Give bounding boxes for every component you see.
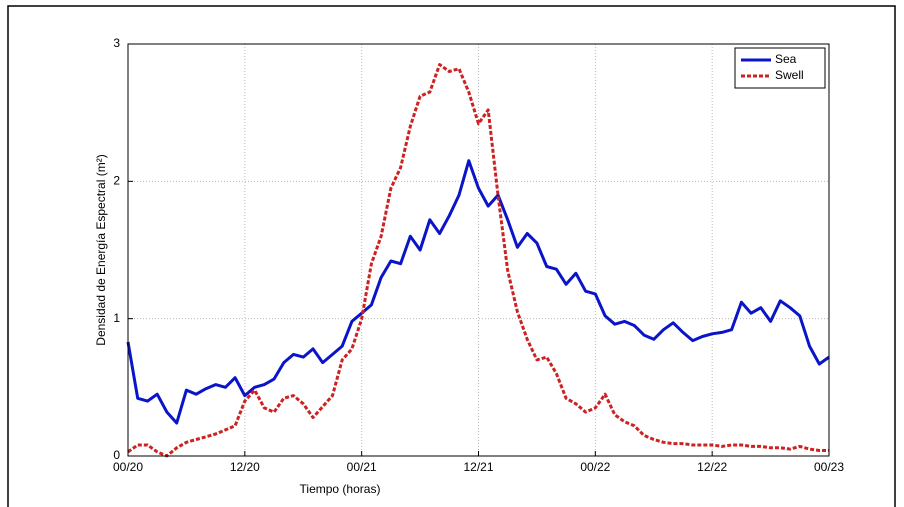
- x-tick-label: 00/22: [580, 460, 610, 474]
- series-line: [126, 159, 830, 425]
- y-axis-label: Densidad de Energía Espectral (m²): [94, 154, 108, 345]
- x-tick-label: 00/21: [347, 460, 377, 474]
- series-line: [127, 63, 829, 458]
- x-tick-label: 12/22: [697, 460, 727, 474]
- x-tick-label: 12/21: [463, 460, 493, 474]
- plot-border: [127, 43, 830, 457]
- x-tick-label: 00/23: [814, 460, 844, 474]
- x-tick-label: 12/20: [230, 460, 260, 474]
- y-tick-label: 2: [113, 174, 120, 188]
- y-tick-label: 1: [113, 311, 120, 325]
- y-tick-label: 0: [113, 448, 120, 462]
- legend-label: Sea: [775, 52, 797, 66]
- legend-box: [734, 47, 826, 89]
- x-axis-label: Tiempo (horas): [300, 482, 381, 496]
- frame: [7, 5, 896, 507]
- legend-label: Swell: [775, 68, 804, 82]
- plot-background: [128, 44, 829, 456]
- x-tick-label: 00/20: [113, 460, 143, 474]
- y-tick-label: 3: [113, 36, 120, 50]
